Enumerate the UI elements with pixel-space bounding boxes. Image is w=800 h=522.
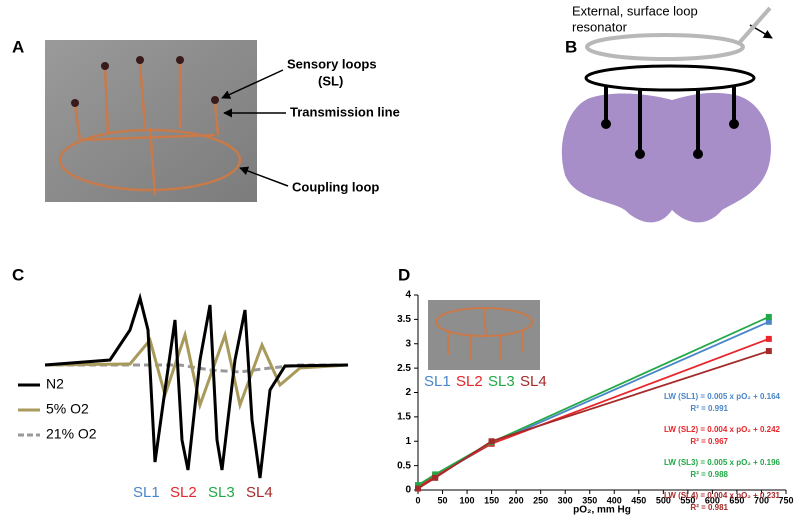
y-tick-label: 1.5 <box>397 412 411 423</box>
data-point <box>432 471 439 478</box>
arrows <box>221 69 289 187</box>
equation: R² = 0.967 <box>690 437 728 446</box>
data-point <box>765 313 772 320</box>
equation: R² = 0.988 <box>690 470 728 479</box>
brain-section <box>561 92 771 223</box>
y-tick-label: 1 <box>405 436 411 447</box>
series-name: SL4 <box>520 373 547 390</box>
x-tick-label: 0 <box>415 495 420 505</box>
x-tick-label: 200 <box>509 495 524 505</box>
equation: LW (SL1) = 0.005 x pO₂ + 0.164 <box>664 392 781 401</box>
panel-label: A <box>12 37 24 56</box>
annotation: Transmission line <box>290 104 400 119</box>
series-line <box>417 316 770 486</box>
series-name: SL3 <box>488 373 515 390</box>
equation: LW (SL4) = 0.004 x pO₂ + 0.231 <box>664 491 781 500</box>
loop-label: SL3 <box>208 484 235 501</box>
panel-label: B <box>565 37 577 56</box>
equation: R² = 0.991 <box>690 404 728 413</box>
x-tick-label: 400 <box>607 495 622 505</box>
y-tick-label: 2.5 <box>397 363 411 374</box>
data-point <box>432 474 439 481</box>
x-tick-label: 450 <box>631 495 646 505</box>
x-tick-label: 500 <box>656 495 671 505</box>
y-tick-label: 3.5 <box>397 314 411 325</box>
x-tick-label: 350 <box>582 495 597 505</box>
resonator-wire <box>58 61 242 196</box>
y-tick-label: 2 <box>405 387 411 398</box>
loop-label: SL4 <box>246 484 273 501</box>
annotation: Coupling loop <box>292 179 379 194</box>
legend-label: 5% O2 <box>46 401 89 417</box>
x-tick-label: 250 <box>533 495 548 505</box>
spectrum-n2 <box>44 292 349 479</box>
x-tick-label: 100 <box>460 495 475 505</box>
loop-label: SL2 <box>170 484 197 501</box>
x-tick-label: 750 <box>778 495 793 505</box>
photo <box>45 40 257 202</box>
y-tick-label: 3 <box>405 338 411 349</box>
x-tick-label: 150 <box>484 495 499 505</box>
annotation: (SL) <box>318 73 343 88</box>
series-name: SL1 <box>424 373 451 390</box>
y-tick-label: 4 <box>405 290 411 301</box>
loop-label: SL1 <box>133 484 160 501</box>
x-tick-label: 600 <box>705 495 720 505</box>
loop-tips <box>71 56 219 107</box>
x-tick-label: 550 <box>680 495 695 505</box>
equation: LW (SL3) = 0.005 x pO₂ + 0.196 <box>664 458 781 467</box>
data-point <box>415 482 421 489</box>
annotation: Sensory loops <box>287 56 377 71</box>
equation: LW (SL2) = 0.004 x pO₂ + 0.242 <box>664 425 781 434</box>
data-point <box>765 348 772 355</box>
series-name: SL2 <box>456 373 483 390</box>
data-point <box>415 485 421 492</box>
legend-label: 21% O2 <box>46 426 97 442</box>
surface-loop <box>585 6 772 61</box>
panel-label: D <box>398 265 410 284</box>
data-point <box>488 438 495 445</box>
annotation: External, surface loop <box>572 3 698 18</box>
inset-wire <box>435 307 533 360</box>
x-tick-label: 700 <box>754 495 769 505</box>
equation: R² = 0.981 <box>690 503 728 512</box>
x-axis-label: pO₂, mm Hg <box>573 505 631 516</box>
series-line <box>417 350 770 490</box>
y-tick-label: 0 <box>405 485 411 496</box>
x-tick-label: 50 <box>438 495 448 505</box>
data-point <box>765 318 772 325</box>
y-tick-label: 0.5 <box>397 460 411 471</box>
data-point <box>765 335 772 342</box>
legend-label: N2 <box>46 376 64 392</box>
panel-label: C <box>12 265 24 284</box>
sensory-loops <box>584 64 756 159</box>
annotation: resonator <box>572 19 628 34</box>
x-tick-label: 300 <box>558 495 573 505</box>
x-tick-label: 650 <box>729 495 744 505</box>
